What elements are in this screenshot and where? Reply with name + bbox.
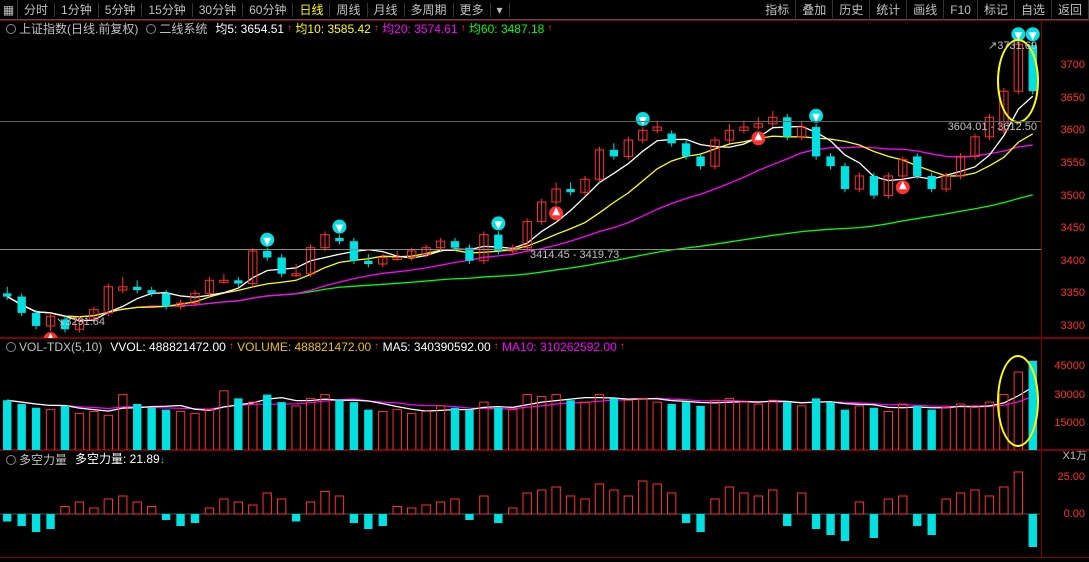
- tool-标记[interactable]: 标记: [978, 0, 1015, 20]
- timeframe-分时[interactable]: 分时: [18, 3, 55, 17]
- tool-画线[interactable]: 画线: [907, 0, 944, 20]
- hline-mid: [0, 249, 1041, 250]
- vol-plot: [0, 339, 1040, 451]
- tool-指标[interactable]: 指标: [759, 0, 796, 20]
- ind-yaxis: 0.0025.00: [1041, 451, 1089, 557]
- timeframe-日线[interactable]: 日线: [293, 3, 330, 17]
- tool-F10[interactable]: F10: [944, 0, 978, 20]
- timeframe-1分钟[interactable]: 1分钟: [55, 3, 99, 17]
- indicator-chart[interactable]: 多空力量 多空力量: 21.89↓ 0.0025.00: [0, 450, 1089, 558]
- timeframe-15分钟[interactable]: 15分钟: [142, 3, 192, 17]
- main-yaxis: 330033503400345035003550360036503700: [1041, 21, 1089, 337]
- timeframe-toolbar: ▦ 分时1分钟5分钟15分钟30分钟60分钟日线周线月线多周期更多▾ 指标叠加历…: [0, 0, 1089, 20]
- grid-icon[interactable]: ▦: [0, 0, 18, 20]
- more-arrow-icon[interactable]: ▾: [491, 3, 510, 17]
- timeframe-5分钟[interactable]: 5分钟: [99, 3, 143, 17]
- tool-自选[interactable]: 自选: [1015, 0, 1052, 20]
- timeframe-多周期[interactable]: 多周期: [405, 3, 454, 17]
- volume-chart[interactable]: VOL-TDX(5,10) VVOL: 488821472.00↑ VOLUME…: [0, 338, 1089, 450]
- main-plot: [0, 21, 1040, 339]
- timeframe-月线[interactable]: 月线: [368, 3, 405, 17]
- tool-叠加[interactable]: 叠加: [796, 0, 833, 20]
- high-annot: ↗3731.69: [988, 39, 1037, 52]
- ind-plot: [0, 451, 1040, 559]
- tool-统计[interactable]: 统计: [870, 0, 907, 20]
- timeframe-60分钟[interactable]: 60分钟: [243, 3, 293, 17]
- timeframe-周线[interactable]: 周线: [330, 3, 367, 17]
- tool-历史[interactable]: 历史: [833, 0, 870, 20]
- tool-返回[interactable]: 返回: [1052, 0, 1089, 20]
- vol-yaxis: 150003000045000: [1041, 339, 1089, 449]
- timeframe-30分钟[interactable]: 30分钟: [193, 3, 243, 17]
- low-annot: ↘3291.64: [56, 315, 105, 328]
- hline-upper: [0, 121, 1041, 122]
- candlestick-chart[interactable]: 上证指数(日线.前复权) 二线系统 均5: 3654.51↑ 均10: 3585…: [0, 20, 1089, 338]
- timeframe-更多[interactable]: 更多: [454, 3, 491, 17]
- mid-annot: 3414.45 - 3419.73: [530, 249, 619, 261]
- right-annot: 3604.01 - 3612.50: [948, 121, 1037, 133]
